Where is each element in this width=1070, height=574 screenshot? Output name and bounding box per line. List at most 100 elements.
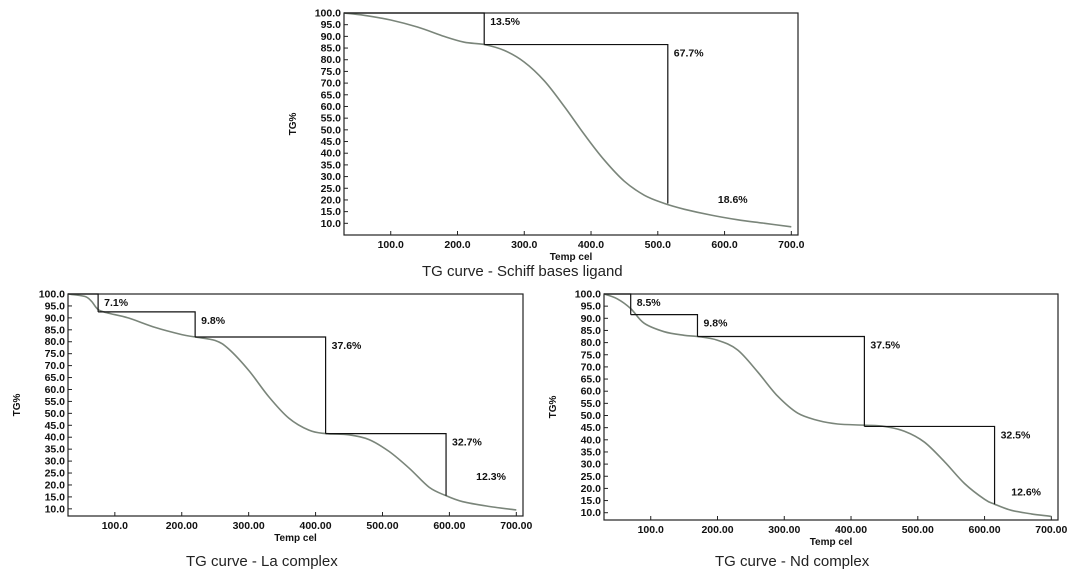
series-line [603,293,1052,518]
x-tick-label: 100.0 [378,239,404,251]
y-tick-label: 100.0 [315,8,341,20]
y-tick-label: 10.0 [45,503,66,515]
x-tick-label: 300.0 [511,239,537,251]
y-tick-label: 60.0 [581,386,602,398]
y-axis-label: TG% [288,113,299,136]
x-tick-label: 400.0 [578,239,604,251]
x-axis-label: Temp cel [810,537,853,548]
y-tick-label: 40.0 [45,432,66,444]
mass-loss-bracket [195,336,327,434]
mass-loss-bracket [68,293,99,312]
chart-caption-nd: TG curve - Nd complex [715,553,870,570]
y-tick-label: 75.0 [321,66,342,78]
y-tick-label: 80.0 [321,54,342,66]
plot-frame [67,293,524,517]
y-tick-label: 70.0 [581,361,602,373]
chart-la-svg: 10.015.020.025.030.035.040.045.050.055.0… [12,289,533,545]
y-tick-label: 95.0 [45,300,66,312]
y-tick-label: 70.0 [45,360,66,372]
plot-frame [603,293,1059,521]
y-tick-label: 85.0 [581,325,602,337]
mass-loss-label: 9.8% [201,315,226,327]
chart-caption-ligand: TG curve - Schiff bases ligand [422,263,623,280]
y-tick-label: 25.0 [45,468,66,480]
chart-caption-la: TG curve - La complex [186,553,338,570]
y-tick-label: 60.0 [321,101,342,113]
chart-panel-nd: 10.0 15.0 20.0 25.0 30.0 35.0 40.0 45.0 50.0 55.0… [537,288,1068,549]
x-tick-label: 400.00 [300,520,332,532]
y-tick-label: 35.0 [321,159,342,171]
y-tick-label: 55.0 [321,113,342,125]
y-tick-label: 100.0 [575,289,601,301]
mass-loss-bracket [484,43,669,204]
y-tick-label: 35.0 [45,444,66,456]
series-line [67,293,517,511]
x-tick-label: 600.00 [968,524,1000,536]
y-axis-label: TG% [548,396,559,419]
y-tick-label: 90.0 [581,313,602,325]
mass-loss-label: 37.5% [870,340,900,352]
x-tick-label: 700.00 [1035,524,1067,536]
x-tick-label: 600.00 [433,520,465,532]
y-tick-label: 100.0 [39,289,65,301]
x-tick-label: 100.0 [638,524,664,536]
plot-frame [343,12,799,236]
x-tick-label: 700.00 [500,520,532,532]
y-tick-label: 65.0 [45,372,66,384]
y-tick-label: 65.0 [581,374,602,386]
y-tick-label: 25.0 [581,471,602,483]
mass-loss-label: 32.7% [452,437,482,449]
y-tick-label: 75.0 [581,349,602,361]
y-tick-label: 90.0 [321,31,342,43]
y-tick-label: 55.0 [45,396,66,408]
chart-ligand-svg: 10.015.020.025.030.035.040.045.050.055.0… [288,8,805,264]
mass-loss-bracket [325,433,447,496]
y-tick-label: 55.0 [581,398,602,410]
series-line [343,12,792,228]
y-tick-label: 90.0 [45,312,66,324]
y-tick-label: 20.0 [45,479,66,491]
y-tick-label: 20.0 [321,194,342,206]
mass-loss-label: 9.8% [703,318,728,330]
y-tick-label: 80.0 [581,337,602,349]
y-tick-label: 65.0 [321,89,342,101]
y-tick-label: 75.0 [45,348,66,360]
mass-loss-bracket [630,314,699,337]
y-tick-label: 45.0 [321,136,342,148]
mass-loss-bracket [604,293,632,315]
chart-nd-svg: 10.015.020.025.030.035.040.045.050.055.0… [548,289,1068,549]
x-tick-label: 200.00 [166,520,198,532]
y-tick-label: 45.0 [581,422,602,434]
chart-panel-ligand: 10.0 15.0 20.0 25.0 30.0 35.0 40.0 45.0 50.0 55.0… [270,8,810,264]
residue-label: 18.6% [718,194,748,206]
y-tick-label: 95.0 [321,19,342,31]
y-tick-label: 45.0 [45,420,66,432]
x-tick-label: 300.00 [233,520,265,532]
x-tick-label: 500.00 [366,520,398,532]
x-tick-label: 300.00 [768,524,800,536]
x-tick-label: 600.0 [711,239,737,251]
mass-loss-label: 8.5% [637,297,662,309]
x-tick-label: 500.00 [902,524,934,536]
y-tick-label: 60.0 [45,384,66,396]
y-tick-label: 15.0 [321,206,342,218]
y-tick-label: 95.0 [581,301,602,313]
y-tick-label: 50.0 [581,410,602,422]
y-tick-label: 10.0 [581,507,602,519]
x-axis-label: Temp cel [274,533,317,544]
y-tick-label: 30.0 [581,459,602,471]
y-tick-label: 30.0 [321,171,342,183]
mass-loss-bracket [697,335,865,427]
mass-loss-label: 13.5% [490,16,520,28]
y-axis-label: TG% [12,394,23,417]
x-tick-label: 700.0 [778,239,804,251]
mass-loss-label: 67.7% [674,48,704,60]
y-tick-label: 40.0 [581,434,602,446]
x-tick-label: 500.0 [645,239,671,251]
x-tick-label: 200.00 [701,524,733,536]
mass-loss-bracket [98,311,196,337]
y-tick-label: 70.0 [321,78,342,90]
y-tick-label: 85.0 [45,324,66,336]
y-tick-label: 20.0 [581,483,602,495]
y-tick-label: 15.0 [581,495,602,507]
